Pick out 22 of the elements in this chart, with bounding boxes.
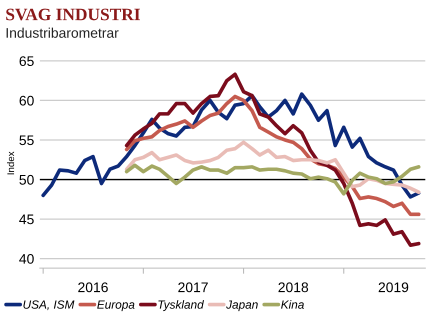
y-tick-label: 50	[19, 174, 34, 185]
line-series	[124, 72, 420, 247]
y-axis-title: Index	[7, 152, 14, 174]
y-tick-label: 65	[20, 56, 34, 66]
legend-label: Japan	[226, 300, 258, 312]
legend-label: Kina	[281, 300, 304, 309]
y-tick-label: 45	[19, 214, 34, 224]
line-series	[41, 92, 420, 199]
x-tick-label: 2017	[178, 282, 208, 292]
chart-subtitle: Industribarometrar	[6, 28, 119, 38]
y-tick-label: 60	[20, 96, 34, 106]
line-series	[124, 163, 420, 196]
x-tick-label: 2019	[378, 282, 408, 292]
x-tick-label: 2016	[78, 282, 108, 292]
legend-label: USA, ISM	[23, 300, 74, 310]
legend-label: Tyskland	[158, 300, 204, 312]
chart-title: SVAG INDUSTRI	[6, 8, 140, 20]
legend-label: Europa	[97, 300, 134, 312]
line-series	[124, 140, 420, 194]
x-tick-label: 2018	[278, 282, 308, 292]
y-tick-label: 40	[19, 254, 34, 264]
y-tick-label: 55	[19, 135, 34, 146]
